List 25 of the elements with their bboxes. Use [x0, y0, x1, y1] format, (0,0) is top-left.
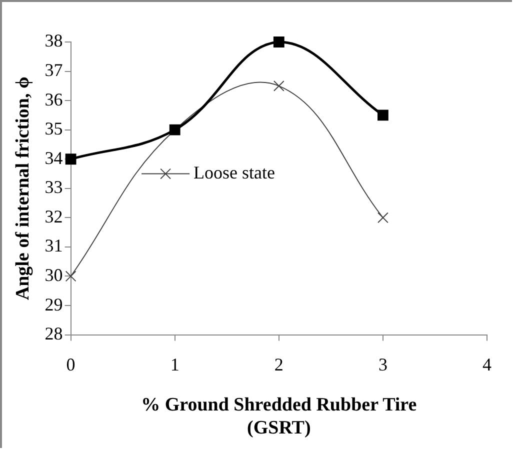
- point: [65, 154, 76, 165]
- point: [65, 270, 76, 282]
- legend-label: Loose state: [194, 162, 276, 182]
- x-tick-label: 2: [274, 354, 284, 374]
- x-axis-title: % Ground Shredded Rubber Tire (GSRT): [141, 394, 417, 439]
- y-tick-label: 30: [44, 264, 63, 285]
- y-tick-label: 28: [44, 324, 63, 344]
- y-tick-label: 36: [44, 89, 63, 110]
- y-tick-label: 32: [44, 206, 63, 226]
- x-tick-label: 1: [170, 354, 180, 374]
- x-tick-label: 0: [66, 354, 76, 374]
- point: [273, 36, 284, 48]
- point: [273, 80, 284, 92]
- x-tick-label: 3: [378, 354, 388, 374]
- y-tick-label: 33: [44, 177, 63, 198]
- y-axis-title: Angle of internal friction, ϕ: [12, 76, 34, 300]
- y-tick-label: 38: [44, 30, 63, 51]
- point: [378, 110, 388, 121]
- y-tick-label: 31: [44, 236, 63, 256]
- y-tick-label: 29: [44, 294, 63, 314]
- x-tick-label: 4: [482, 354, 492, 374]
- point: [378, 212, 388, 224]
- y-tick-label: 37: [44, 60, 63, 80]
- y-tick-label: 34: [44, 148, 63, 168]
- y-tick-label: 35: [44, 118, 63, 139]
